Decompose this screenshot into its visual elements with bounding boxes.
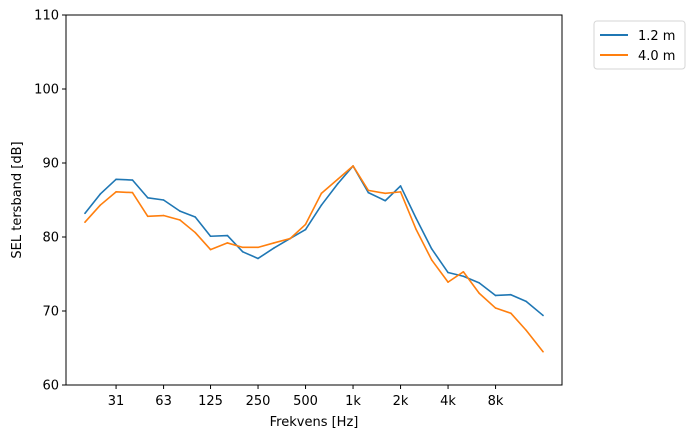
data-point xyxy=(447,281,449,283)
data-point xyxy=(84,212,86,215)
data-point xyxy=(352,165,354,167)
x-tick-label: 250 xyxy=(246,394,271,409)
data-point xyxy=(273,242,275,244)
data-point xyxy=(209,248,212,251)
data-point xyxy=(84,221,86,223)
data-point xyxy=(384,199,387,202)
x-tick-label: 2k xyxy=(393,394,409,409)
data-point xyxy=(209,235,212,238)
x-tick-label: 500 xyxy=(293,394,318,409)
data-point xyxy=(462,275,465,278)
legend-label-1-2m: 1.2 m xyxy=(638,29,675,44)
data-point xyxy=(304,228,307,231)
data-point xyxy=(510,312,512,315)
y-axis-label: SEL tersband [dB] xyxy=(10,141,25,258)
data-point xyxy=(131,179,134,181)
data-point xyxy=(162,199,165,201)
data-point xyxy=(415,216,417,219)
data-point xyxy=(478,292,480,295)
data-point xyxy=(399,185,402,187)
legend-frame xyxy=(593,20,686,70)
data-point xyxy=(525,300,527,303)
data-point xyxy=(241,246,244,249)
x-axis-label: Frekvens [Hz] xyxy=(270,415,359,430)
data-point xyxy=(273,247,275,249)
data-point xyxy=(162,214,165,217)
data-point xyxy=(289,237,292,240)
y-tick-label: 90 xyxy=(42,157,59,172)
data-point xyxy=(399,191,402,193)
data-point xyxy=(542,314,544,317)
x-tick-label: 63 xyxy=(155,394,172,409)
y-tick-label: 60 xyxy=(42,379,59,394)
data-point xyxy=(226,234,229,237)
series-line-1-2-m xyxy=(84,165,544,317)
y-tick-label: 110 xyxy=(34,9,59,24)
data-point xyxy=(430,259,433,261)
data-point xyxy=(367,191,370,194)
data-point xyxy=(336,182,339,185)
y-tick-label: 80 xyxy=(42,231,59,246)
data-point xyxy=(304,223,307,226)
data-point xyxy=(384,192,387,195)
data-point xyxy=(241,251,244,253)
legend-label-4-0m: 4.0 m xyxy=(638,49,675,64)
data-point xyxy=(494,294,497,297)
x-tick-label: 8k xyxy=(488,394,504,409)
data-point xyxy=(115,191,117,193)
data-point xyxy=(257,257,259,260)
data-point xyxy=(115,178,117,181)
data-point xyxy=(99,204,102,206)
y-tick-label: 70 xyxy=(42,305,59,320)
series-line-4-0-m xyxy=(84,165,544,353)
data-point xyxy=(257,246,259,249)
data-point xyxy=(194,216,197,218)
data-point xyxy=(146,215,149,218)
data-point xyxy=(478,282,480,284)
legend: 1.2 m 4.0 m xyxy=(593,20,686,70)
data-point xyxy=(430,248,433,250)
data-point xyxy=(510,293,512,296)
x-tick-label: 1k xyxy=(345,394,361,409)
x-axis: 31 63 125 250 500 1k 2k 4k 8k xyxy=(108,385,504,409)
data-point xyxy=(179,210,181,212)
data-point xyxy=(494,307,497,309)
data-point xyxy=(99,193,102,195)
y-axis: 60 70 80 90 100 110 xyxy=(34,9,66,394)
data-point xyxy=(146,196,149,199)
data-point xyxy=(447,271,449,274)
data-point xyxy=(525,329,527,332)
data-point xyxy=(179,219,181,221)
x-tick-label: 125 xyxy=(198,394,223,409)
data-point xyxy=(542,350,544,353)
plot-frame xyxy=(65,14,563,386)
data-point xyxy=(367,189,370,192)
y-tick-label: 100 xyxy=(34,83,59,98)
x-tick-label: 31 xyxy=(108,394,125,409)
plot-area xyxy=(84,165,544,353)
data-point xyxy=(336,178,339,181)
data-point xyxy=(320,204,323,206)
data-point xyxy=(131,191,134,194)
data-point xyxy=(194,231,197,234)
data-point xyxy=(226,242,229,244)
data-point xyxy=(320,192,323,195)
x-tick-label: 4k xyxy=(440,394,456,409)
data-point xyxy=(462,270,465,273)
data-point xyxy=(415,228,417,230)
